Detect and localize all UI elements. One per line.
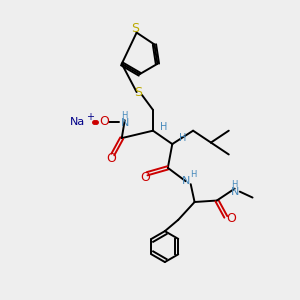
Text: N: N xyxy=(230,187,239,196)
Text: H: H xyxy=(190,170,196,179)
Text: N: N xyxy=(121,118,129,128)
Text: Na: Na xyxy=(70,117,85,127)
Text: H: H xyxy=(160,122,167,132)
Text: S: S xyxy=(131,22,139,34)
Text: +: + xyxy=(86,112,94,122)
Text: H: H xyxy=(122,111,128,120)
Text: O: O xyxy=(106,152,116,165)
Text: N: N xyxy=(182,176,190,186)
Text: O: O xyxy=(99,115,109,128)
Text: H: H xyxy=(179,133,186,143)
Text: S: S xyxy=(134,85,142,98)
Text: O: O xyxy=(226,212,236,225)
Text: O: O xyxy=(141,171,151,184)
Text: H: H xyxy=(232,180,238,189)
